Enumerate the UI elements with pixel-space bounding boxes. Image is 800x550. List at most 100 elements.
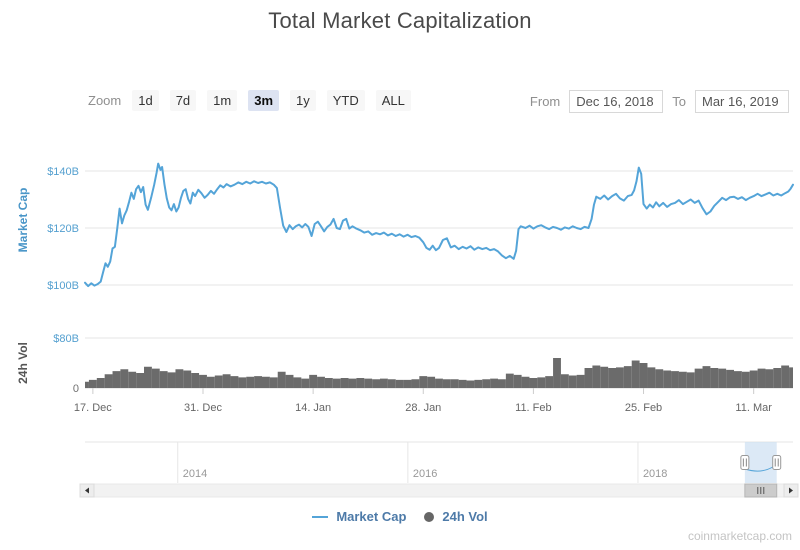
range-selector-toolbar: Zoom 1d 7d 1m 3m 1y YTD ALL From To <box>0 90 800 116</box>
volume-bar <box>450 379 459 388</box>
volume-bar <box>151 368 160 388</box>
volume-bar <box>332 378 341 388</box>
volume-bar <box>458 379 467 388</box>
volume-bar <box>576 374 585 388</box>
volume-bar <box>199 374 207 388</box>
volume-bar <box>395 379 404 388</box>
volume-bar <box>128 371 137 388</box>
volume-bar <box>734 371 742 388</box>
market-cap-line <box>84 162 794 288</box>
volume-bar <box>214 375 223 388</box>
volume-bar <box>324 378 333 388</box>
volume-bar <box>702 366 711 388</box>
volume-bar <box>230 376 239 388</box>
volume-bar <box>356 378 365 388</box>
from-label: From <box>529 94 561 109</box>
x-axis-label: 11. Mar <box>735 402 772 414</box>
scrollbar-left-arrow-icon <box>85 487 89 494</box>
volume-bar <box>616 367 624 388</box>
legend-item-24h-vol[interactable]: 24h Vol <box>424 509 488 524</box>
volume-circle-swatch-icon <box>424 511 435 522</box>
to-label: To <box>672 94 686 109</box>
volume-bar <box>474 379 483 388</box>
volume-bar <box>285 374 294 388</box>
zoom-button-ytd[interactable]: YTD <box>326 90 365 111</box>
volume-bar <box>757 368 766 388</box>
volume-bar <box>639 363 648 388</box>
y-axis-label-volume: 0 <box>73 383 79 395</box>
watermark: coinmarketcap.com <box>687 529 792 543</box>
volume-bar <box>560 374 569 388</box>
zoom-button-7d[interactable]: 7d <box>169 90 197 111</box>
navigator-handle-left[interactable] <box>740 455 750 470</box>
date-range-group: From To <box>530 90 789 113</box>
y-axis-label-market-cap: $100B <box>47 280 79 292</box>
volume-bar <box>647 367 656 388</box>
zoom-button-3m[interactable]: 3m <box>248 90 280 111</box>
navigator-selection[interactable] <box>744 442 777 483</box>
volume-bar <box>85 381 89 388</box>
legend-label-24h-vol: 24h Vol <box>442 509 488 524</box>
volume-bar <box>411 379 420 388</box>
volume-bar <box>254 376 262 388</box>
volume-bar <box>293 377 302 388</box>
volume-bar <box>741 371 750 388</box>
volume-bar <box>608 368 616 388</box>
volume-bar <box>301 378 310 388</box>
volume-bar <box>372 379 380 388</box>
volume-bar <box>482 379 491 388</box>
volume-bar <box>545 376 554 388</box>
volume-bar <box>584 368 593 388</box>
volume-bar <box>88 379 97 388</box>
y-axis-label-market-cap: $140B <box>47 166 79 178</box>
chart-plot-area[interactable] <box>85 150 793 388</box>
x-axis-label: 28. Jan <box>405 402 441 414</box>
navigator-year-label: 2016 <box>413 468 437 480</box>
volume-bar <box>600 366 609 388</box>
volume-bar <box>490 378 498 388</box>
volume-bar <box>663 370 672 388</box>
y-axis-label-market-cap: $120B <box>47 223 79 235</box>
volume-bar <box>765 369 774 388</box>
volume-bar <box>678 371 687 388</box>
volume-bar <box>183 370 192 388</box>
volume-bar <box>498 379 506 388</box>
volume-bar <box>513 374 522 388</box>
zoom-button-1m[interactable]: 1m <box>207 90 238 111</box>
volume-bar <box>348 378 357 388</box>
zoom-button-1d[interactable]: 1d <box>132 90 159 111</box>
volume-bar <box>175 369 184 388</box>
zoom-button-1y[interactable]: 1y <box>290 90 316 111</box>
volume-bar <box>671 371 679 388</box>
scrollbar-track[interactable] <box>79 483 799 498</box>
volume-bar <box>387 379 396 388</box>
volume-bar <box>380 378 388 388</box>
volume-bar <box>419 376 428 388</box>
legend-item-market-cap[interactable]: Market Cap <box>312 509 406 524</box>
volume-bar <box>403 379 412 388</box>
volume-bar <box>655 369 664 388</box>
y-axis-label-volume: $80B <box>53 333 79 345</box>
zoom-button-all[interactable]: ALL <box>375 90 411 111</box>
page-title: Total Market Capitalization <box>268 8 532 33</box>
volume-bar <box>309 374 318 388</box>
x-axis-label: 25. Feb <box>625 402 662 414</box>
volume-bar <box>718 368 727 388</box>
to-date-input[interactable] <box>695 90 789 113</box>
navigator-handle-right[interactable] <box>772 455 782 470</box>
volume-bar <box>537 377 546 388</box>
zoom-button-group: Zoom 1d 7d 1m 3m 1y YTD ALL <box>88 90 411 111</box>
zoom-label: Zoom <box>88 93 122 108</box>
volume-bar <box>317 376 325 388</box>
volume-bar <box>159 371 168 388</box>
from-date-input[interactable] <box>569 90 664 113</box>
legend: Market Cap 24h Vol <box>0 509 800 524</box>
volume-bar <box>686 372 695 388</box>
navigator-year-label: 2014 <box>183 468 207 480</box>
volume-bar <box>529 378 538 388</box>
volume-bar <box>505 373 514 388</box>
volume-axis-title: 24h Vol <box>16 342 30 384</box>
volume-bar <box>427 376 436 388</box>
volume-bar <box>340 378 349 388</box>
